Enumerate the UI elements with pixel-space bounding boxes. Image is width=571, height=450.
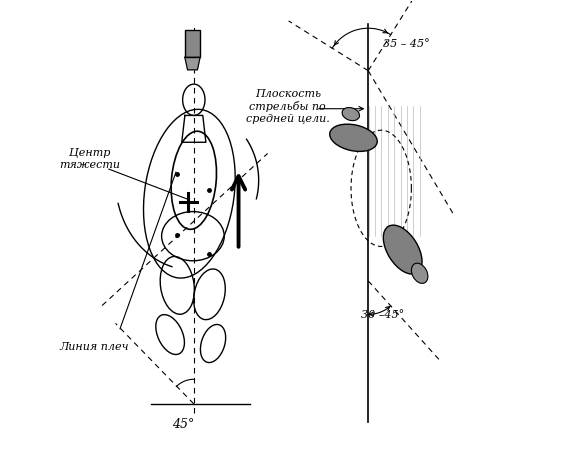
Text: Центр
тяжести: Центр тяжести xyxy=(59,148,120,170)
Polygon shape xyxy=(185,57,200,70)
FancyBboxPatch shape xyxy=(185,31,200,57)
Ellipse shape xyxy=(383,225,422,274)
Text: Линия плеч: Линия плеч xyxy=(59,342,129,351)
Text: 35 – 45°: 35 – 45° xyxy=(383,39,429,49)
Ellipse shape xyxy=(342,108,360,121)
Text: 30 –45°: 30 –45° xyxy=(361,310,405,320)
Ellipse shape xyxy=(329,124,377,152)
Ellipse shape xyxy=(412,263,428,284)
Text: Плоскость
стрельбы по
средней цели.: Плоскость стрельбы по средней цели. xyxy=(246,89,329,124)
Text: 45°: 45° xyxy=(172,418,195,431)
